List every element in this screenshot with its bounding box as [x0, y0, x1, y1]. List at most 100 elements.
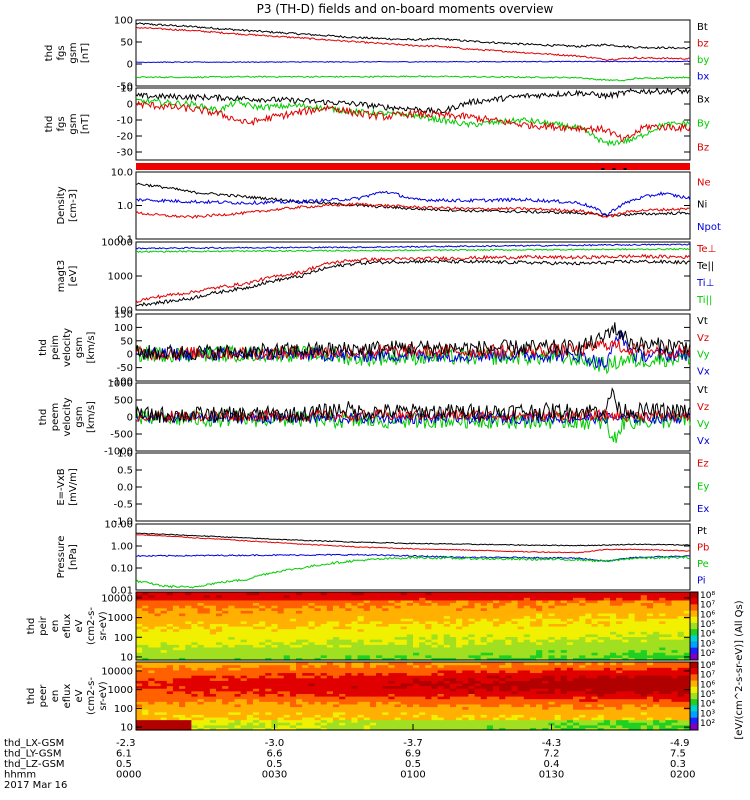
spectrogram-cell	[493, 649, 500, 653]
spectrogram-cell	[480, 669, 488, 674]
spectrogram-cell	[172, 592, 180, 596]
spectrogram-cell	[166, 677, 174, 681]
spectrogram-cell	[640, 649, 648, 653]
spectrogram-cell	[585, 669, 593, 674]
spectrogram-cell	[339, 639, 346, 643]
spectrogram-cell	[191, 639, 199, 643]
spectrogram-cell	[671, 657, 679, 661]
spectrogram-cell	[640, 628, 648, 632]
spectrogram-cell	[302, 685, 309, 689]
spectrogram-cell	[622, 714, 630, 718]
spectrogram-cell	[566, 633, 574, 638]
spectrogram-cell	[585, 626, 593, 630]
spectrogram-cell	[314, 592, 322, 596]
spectrogram-cell	[437, 633, 445, 638]
spectrogram-cell	[142, 688, 149, 692]
spectrogram-cell	[185, 719, 192, 723]
spectrogram-cell	[339, 711, 346, 715]
spectrogram-cell	[332, 690, 340, 694]
spectrogram-cell	[462, 597, 469, 601]
spectrogram-cell	[517, 602, 525, 606]
spectrogram-cell	[431, 719, 439, 723]
spectrogram-cell	[597, 605, 605, 609]
spectrogram-cell	[277, 669, 285, 674]
spectrogram-cell	[536, 654, 543, 658]
spectrogram-cell	[326, 675, 334, 679]
spectrogram-cell	[197, 620, 205, 624]
spectrogram-cell	[154, 646, 162, 651]
spectrogram-cell	[382, 693, 389, 697]
spectrogram-cell	[283, 662, 291, 666]
spectrogram-cell	[369, 703, 377, 708]
spectrogram-cell	[332, 612, 340, 617]
spectrogram-cell	[523, 610, 531, 614]
spectrogram-cell	[486, 688, 494, 692]
spectrogram-cell	[653, 602, 660, 606]
spectrogram-cell	[529, 636, 537, 640]
spectrogram-cell	[560, 706, 568, 710]
spectrogram-cell	[517, 612, 525, 617]
spectrogram-cell	[339, 701, 346, 705]
spectrogram-cell	[634, 722, 642, 726]
spectrogram-cell	[677, 672, 685, 676]
spectrogram-cell	[289, 618, 297, 622]
spectrogram-cell	[443, 724, 451, 728]
spectrogram-cell	[357, 672, 365, 676]
spectrogram-cell	[536, 693, 543, 697]
spectrogram-cell	[314, 701, 322, 705]
spectrogram-cell	[443, 727, 451, 731]
spectrogram-cell	[388, 594, 396, 598]
spectrogram-cell	[628, 652, 636, 656]
spectrogram-cell	[351, 675, 359, 679]
spectrogram-cell	[616, 631, 623, 635]
spectrogram-cell	[388, 690, 396, 694]
spectrogram-cell	[357, 612, 365, 617]
spectrogram-cell	[493, 633, 500, 638]
spectrogram-cell	[603, 706, 611, 710]
spectrogram-cell	[332, 682, 340, 687]
spectrogram-cell	[517, 662, 525, 666]
spectrogram-cell	[203, 615, 211, 619]
spectrogram-cell	[302, 633, 309, 638]
spectrogram-cell	[136, 639, 143, 643]
spectrogram-cell	[511, 664, 519, 668]
spectrogram-cell	[265, 639, 273, 643]
spectrogram-cell	[259, 631, 266, 635]
spectrogram-cell	[523, 696, 531, 700]
spectrogram-cell	[172, 605, 180, 609]
y-axis-label: (cm2-s-	[86, 607, 97, 645]
spectrogram-cell	[449, 690, 457, 694]
spectrogram-cell	[388, 709, 396, 713]
spectrogram-cell	[640, 594, 648, 598]
spectrogram-cell	[591, 662, 599, 666]
spectrogram-cell	[296, 719, 303, 723]
spectrogram-cell	[529, 724, 537, 728]
spectrogram-cell	[622, 592, 630, 596]
spectrogram-cell	[456, 696, 463, 700]
spectrogram-cell	[609, 722, 617, 726]
spectrogram-cell	[394, 657, 402, 661]
spectrogram-cell	[166, 696, 174, 700]
spectrogram-cell	[179, 701, 186, 705]
spectrogram-cell	[505, 646, 513, 651]
spectrogram-cell	[259, 612, 266, 617]
spectrogram-cell	[259, 602, 266, 606]
spectrogram-cell	[505, 672, 513, 676]
spectrogram-cell	[234, 706, 242, 710]
spectrogram-cell	[203, 592, 211, 596]
spectrogram-cell	[283, 649, 291, 653]
spectrogram-cell	[283, 620, 291, 624]
colorbar-cell	[690, 629, 698, 636]
spectrogram-cell	[277, 696, 285, 700]
spectrogram-cell	[646, 662, 654, 666]
spectrogram-cell	[357, 623, 365, 627]
spectrogram-cell	[419, 626, 426, 630]
spectrogram-cell	[548, 675, 556, 679]
spectrogram-cell	[234, 618, 242, 622]
spectrogram-cell	[296, 685, 303, 689]
spectrogram-cell	[646, 701, 654, 705]
spectrogram-cell	[382, 664, 389, 668]
spectrogram-cell	[505, 633, 513, 638]
spectrogram-cell	[172, 685, 180, 689]
spectrogram-cell	[597, 620, 605, 624]
